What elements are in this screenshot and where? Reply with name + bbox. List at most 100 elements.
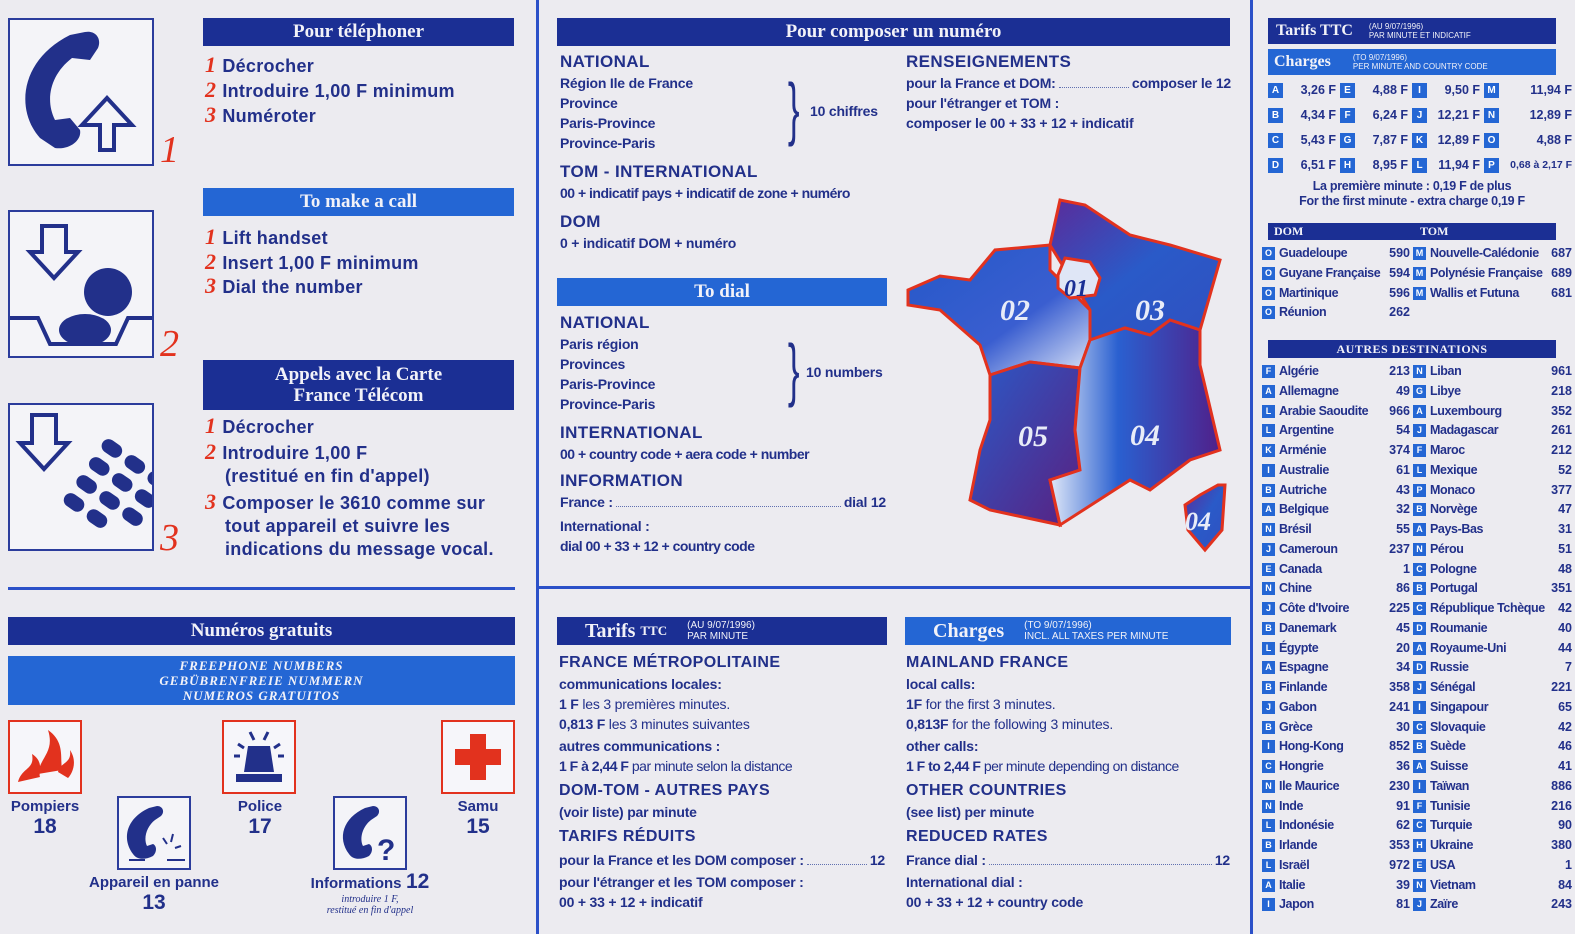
destination-row: I Singapour 65 (1413, 698, 1572, 718)
destination-name: Roumanie (1430, 620, 1488, 635)
destination-row: A Italie 39 (1262, 876, 1410, 896)
zone-badge: L (1262, 424, 1275, 438)
figure-number-1: 1 (160, 129, 179, 171)
destination-name: Suisse (1430, 759, 1468, 773)
destination-row: A Suisse 41 (1413, 757, 1572, 777)
country-code: 45 (1396, 620, 1410, 635)
destination-row: J Sénégal 221 (1413, 678, 1572, 698)
destination-row: K Arménie 374 (1262, 441, 1410, 461)
appareil-label: Appareil en panne 13 (88, 874, 220, 914)
country-code: 46 (1558, 739, 1572, 754)
destination-row: A Belgique 32 (1262, 500, 1410, 520)
zone-label-05: 05 (1018, 420, 1048, 453)
zone-badge: J (1262, 542, 1275, 556)
informations-box: ? (333, 796, 407, 870)
zone-badge: A (1268, 83, 1283, 98)
zone-badge: B (1262, 483, 1275, 497)
destination-row: B Irlande 353 (1262, 836, 1410, 856)
zone-badge: A (1262, 661, 1275, 675)
card-step-2: 2 Introduire 1,00 F (restitué en fin d'app… (205, 439, 430, 486)
destination-row: J Madagascar 261 (1413, 421, 1572, 441)
destination-row: I Hong-Kong 852 (1262, 737, 1410, 757)
country-code: 681 (1551, 285, 1572, 300)
rate-value: 11,94 F (1530, 83, 1572, 97)
country-code: 49 (1396, 383, 1410, 398)
country-code: 55 (1396, 522, 1410, 536)
fire-icon (18, 730, 74, 782)
destination-row: M Polynésie Française 689 (1413, 264, 1572, 284)
destination-name: Maroc (1430, 443, 1465, 457)
zone-badge: O (1262, 306, 1275, 320)
rate-I: I 9,50 F (1412, 83, 1480, 98)
destination-name: Royaume-Uni (1430, 640, 1507, 655)
renseignements-section: RENSEIGNEMENTS pour la France et DOM: com… (906, 52, 1231, 131)
destination-name: Indonésie (1279, 818, 1334, 833)
country-code: 237 (1389, 541, 1410, 556)
zone-badge: L (1262, 404, 1275, 418)
to-dial-section: NATIONAL Paris région Provinces Paris-Pr… (560, 313, 886, 554)
rate-value: 0,68 à 2,17 F (1510, 159, 1572, 171)
destination-name: Slovaquie (1430, 719, 1486, 734)
destination-name: Allemagne (1279, 383, 1339, 398)
zone-badge: M (1413, 247, 1426, 260)
zone-badge: D (1413, 661, 1426, 675)
country-code: 42 (1558, 601, 1572, 615)
zone-badge: L (1262, 819, 1275, 833)
rate-value: 12,89 F (1529, 108, 1572, 122)
to-dial-header: To dial (557, 278, 887, 306)
zone-badge: I (1262, 740, 1275, 754)
destination-name: Israël (1279, 857, 1310, 872)
country-code: 687 (1551, 246, 1572, 260)
zone-badge: K (1262, 444, 1275, 457)
zone-badge: C (1413, 819, 1426, 833)
rate-G: G 7,87 F (1340, 133, 1408, 148)
handset-up-icon (25, 31, 137, 152)
keypad-icon (15, 413, 152, 528)
destination-name: Gabon (1279, 699, 1317, 714)
zone-badge: N (1262, 582, 1275, 596)
country-code: 34 (1396, 660, 1410, 675)
zone-badge: M (1413, 266, 1426, 280)
zone-badge: O (1262, 266, 1275, 280)
make-a-call-header: To make a call (203, 188, 514, 216)
destination-name: Arménie (1279, 443, 1327, 457)
zone-badge: A (1413, 641, 1426, 655)
destination-row: B Autriche 43 (1262, 481, 1410, 501)
pompiers-box (8, 720, 82, 794)
country-code: 40 (1558, 620, 1572, 635)
dom-tom-header: DOM TOM (1268, 223, 1556, 240)
destination-row: N Brésil 55 (1262, 520, 1410, 540)
destination-name: Côte d'Ivoire (1279, 601, 1350, 615)
destination-name: Hongrie (1279, 759, 1324, 773)
destination-name: Égypte (1279, 640, 1319, 655)
destination-row: D Russie 7 (1413, 658, 1572, 678)
rate-N: N 12,89 F (1484, 108, 1572, 123)
destination-name: Canada (1279, 561, 1322, 576)
zone-01 (1056, 256, 1102, 300)
country-code: 39 (1396, 877, 1410, 892)
destination-name: Australie (1279, 462, 1329, 477)
destination-name: Wallis et Futuna (1430, 285, 1519, 300)
samu-label: Samu 15 (457, 798, 499, 838)
zone-badge: F (1262, 365, 1275, 378)
country-code: 596 (1389, 285, 1410, 300)
zone-badge: A (1413, 760, 1426, 773)
destination-row: O Martinique 596 (1262, 284, 1410, 304)
destination-name: Vietnam (1430, 877, 1476, 892)
destination-name: Italie (1279, 877, 1306, 892)
rate-B: B 4,34 F (1268, 108, 1336, 123)
zone-label-04-corsica: 04 (1185, 507, 1211, 536)
zone-badge: B (1262, 621, 1275, 635)
destination-row: A Allemagne 49 (1262, 382, 1410, 402)
zone-badge: B (1262, 720, 1275, 734)
destination-row: M Nouvelle-Calédonie 687 (1413, 244, 1572, 264)
rate-J: J 12,21 F (1412, 108, 1480, 123)
france-zone-map: 02 01 03 05 04 04 (906, 198, 1227, 553)
destination-row: J Zaïre 243 (1413, 895, 1572, 915)
call-step-3: 3 Dial the number (205, 273, 363, 298)
destination-name: USA (1430, 857, 1456, 872)
police-label: Police 17 (237, 798, 283, 838)
destination-name: Suède (1430, 739, 1466, 754)
country-code: 90 (1558, 818, 1572, 833)
destination-row: C République Tchèque 42 (1413, 599, 1572, 619)
